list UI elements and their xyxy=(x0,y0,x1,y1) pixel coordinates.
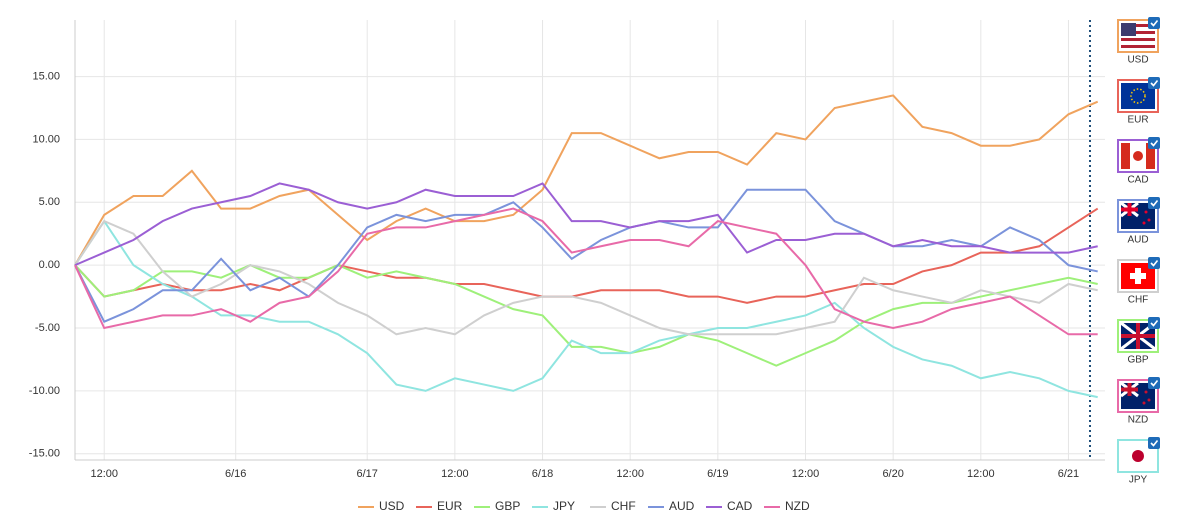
legend-label: NZD xyxy=(785,499,810,513)
checkbox xyxy=(1148,137,1160,149)
series-line xyxy=(74,182,1098,267)
y-tick-label: 0.00 xyxy=(39,259,60,271)
series-line xyxy=(74,207,1098,336)
flag-stars xyxy=(1130,88,1146,104)
x-tick-label: 6/20 xyxy=(882,468,903,480)
currency-toggle[interactable]: CHF xyxy=(1117,257,1160,306)
x-tick-label: 6/21 xyxy=(1058,468,1079,480)
x-tick-label: 12:00 xyxy=(616,468,644,480)
checkmark xyxy=(1150,440,1159,447)
currency-label: EUR xyxy=(1127,115,1148,126)
legend-item[interactable]: EUR xyxy=(416,499,463,513)
flag-star xyxy=(1142,401,1146,405)
currency-toggle[interactable]: EUR xyxy=(1117,77,1160,126)
legend-item[interactable]: USD xyxy=(358,499,405,513)
flag-stripe xyxy=(1121,45,1155,48)
series-line xyxy=(74,94,1099,266)
checkmark xyxy=(1150,20,1159,27)
x-tick-label: 12:00 xyxy=(90,468,118,480)
currency-toggle[interactable]: AUD xyxy=(1117,197,1160,246)
currency-label: NZD xyxy=(1128,415,1149,426)
legend-label: AUD xyxy=(669,499,695,513)
legend-label: EUR xyxy=(437,499,463,513)
flag-cross xyxy=(1121,207,1138,212)
flag-star xyxy=(1147,218,1151,222)
x-tick-label: 12:00 xyxy=(967,468,995,480)
x-tick-label: 6/19 xyxy=(707,468,728,480)
checkmark xyxy=(1150,140,1159,147)
checkbox xyxy=(1148,197,1160,209)
currency-label: CAD xyxy=(1127,175,1148,186)
currency-toggle[interactable]: JPY xyxy=(1117,437,1160,486)
currency-label: JPY xyxy=(1129,475,1148,486)
y-tick-label: -15.00 xyxy=(29,448,60,460)
flag-stripe xyxy=(1121,38,1155,41)
x-tick-label: 6/17 xyxy=(356,468,377,480)
flag-star xyxy=(1144,390,1148,394)
x-tick-label: 6/18 xyxy=(532,468,553,480)
y-tick-label: 10.00 xyxy=(32,133,60,145)
legend-item[interactable]: NZD xyxy=(764,499,810,513)
y-tick-label: 15.00 xyxy=(32,70,60,82)
currency-toggle[interactable]: GBP xyxy=(1117,317,1160,366)
currency-label: GBP xyxy=(1127,355,1148,366)
flag-band xyxy=(1146,143,1155,169)
x-tick-label: 12:00 xyxy=(792,468,820,480)
checkmark xyxy=(1150,320,1159,327)
y-tick-label: -5.00 xyxy=(35,322,60,334)
flag-band xyxy=(1121,143,1130,169)
flag-star xyxy=(1144,210,1148,214)
flag-leaf xyxy=(1133,151,1143,161)
checkbox xyxy=(1148,77,1160,89)
checkmark xyxy=(1150,200,1159,207)
legend-item[interactable]: CAD xyxy=(706,499,753,513)
flag-cross xyxy=(1121,334,1155,338)
legend-item[interactable]: JPY xyxy=(532,499,575,513)
legend-label: JPY xyxy=(553,499,575,513)
legend-item[interactable]: GBP xyxy=(474,499,520,513)
legend-label: USD xyxy=(379,499,405,513)
x-tick-label: 12:00 xyxy=(441,468,469,480)
legend-item[interactable]: CHF xyxy=(590,499,636,513)
y-tick-label: 5.00 xyxy=(39,196,60,208)
flag-stripe xyxy=(1121,24,1155,27)
series-line xyxy=(74,219,1098,336)
legend-label: CHF xyxy=(611,499,636,513)
checkmark xyxy=(1150,80,1159,87)
flag-star xyxy=(1142,221,1146,225)
currency-toggle[interactable]: CAD xyxy=(1117,137,1160,186)
flag-star xyxy=(1147,398,1151,402)
flag-cross xyxy=(1130,273,1146,279)
x-tick-label: 6/16 xyxy=(225,468,246,480)
legend-label: CAD xyxy=(727,499,753,513)
checkbox xyxy=(1148,377,1160,389)
flag-stripe xyxy=(1121,31,1155,34)
checkbox xyxy=(1148,437,1160,449)
plot-background xyxy=(75,20,1105,460)
checkbox xyxy=(1148,257,1160,269)
checkmark xyxy=(1150,260,1159,267)
currency-toggle[interactable]: NZD xyxy=(1117,377,1160,426)
checkbox xyxy=(1148,17,1160,29)
currency-label: CHF xyxy=(1128,295,1149,306)
currency-label: AUD xyxy=(1127,235,1148,246)
flag-cross xyxy=(1121,387,1138,392)
series-line xyxy=(74,219,1098,399)
checkbox xyxy=(1148,317,1160,329)
legend-label: GBP xyxy=(495,499,520,513)
flag-canton xyxy=(1121,23,1136,36)
currency-toggle[interactable]: USD xyxy=(1117,17,1160,66)
checkmark xyxy=(1150,380,1159,387)
flag-sun xyxy=(1132,450,1144,462)
y-tick-label: -10.00 xyxy=(29,385,60,397)
currency-label: USD xyxy=(1127,55,1148,66)
legend-item[interactable]: AUD xyxy=(648,499,695,513)
